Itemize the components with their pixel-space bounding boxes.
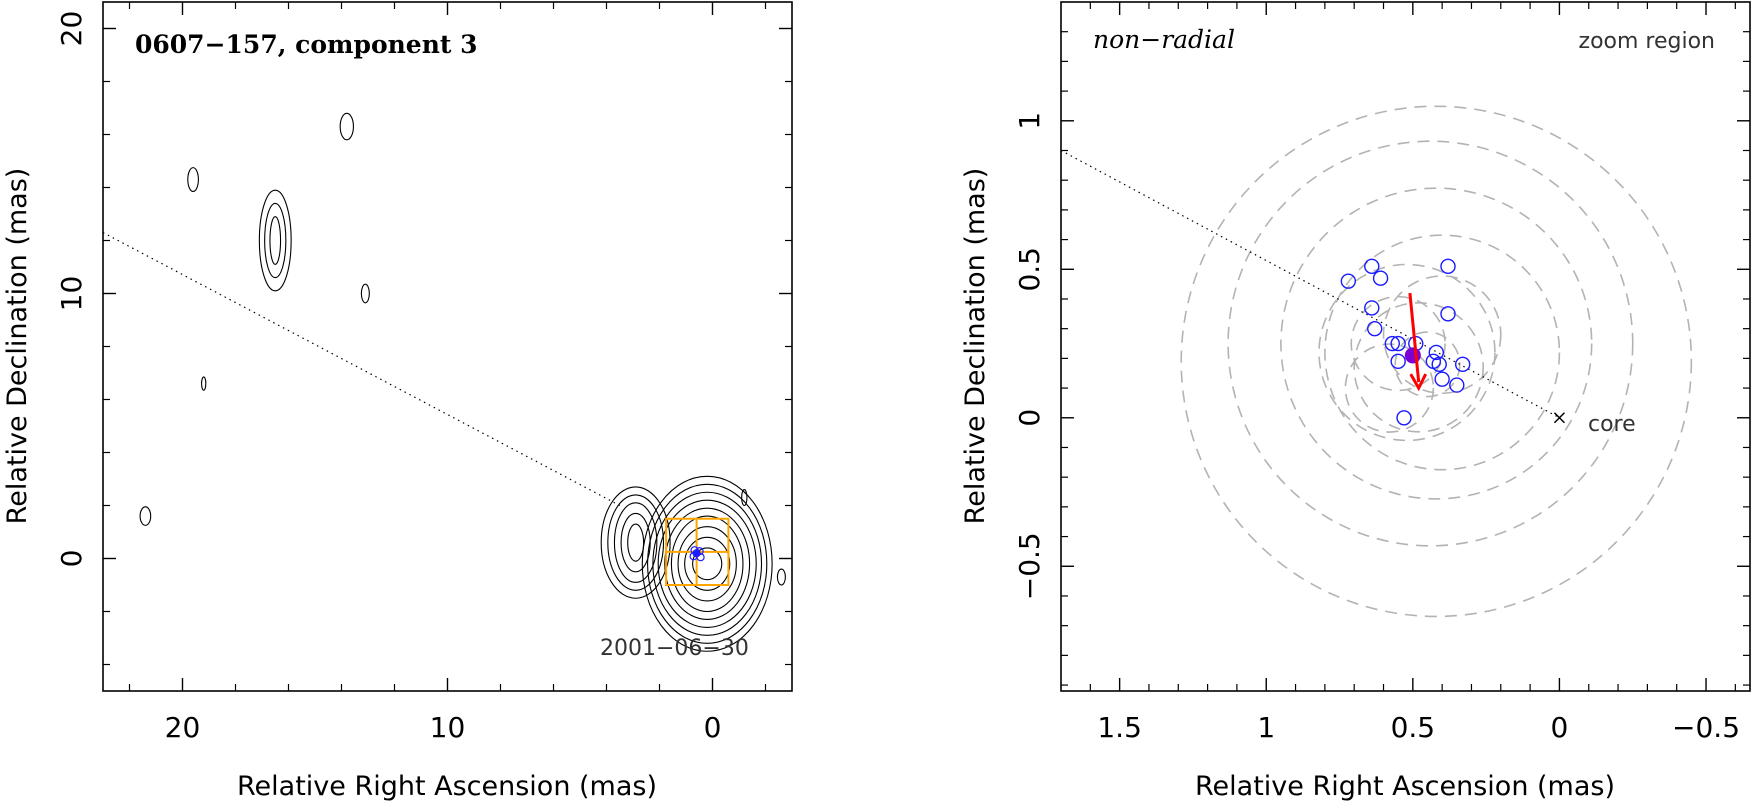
contour-level [776, 568, 786, 586]
mean-position [1404, 347, 1421, 364]
contour-level [652, 491, 763, 636]
position-point [1372, 270, 1389, 286]
position-point [1390, 335, 1406, 352]
uncertainty-circle [1353, 301, 1484, 433]
position-point [1440, 258, 1456, 275]
position-point [1396, 410, 1412, 426]
position-point [1449, 377, 1465, 393]
contour-level [620, 512, 651, 573]
contour-level [684, 536, 731, 591]
right-ytick-label: 1 [1013, 112, 1046, 130]
position-point [1364, 300, 1380, 316]
right-xtick-label: −0.5 [1672, 711, 1740, 744]
right-plot-frame [1060, 1, 1751, 692]
left-panel: 20 10 0 0 10 20 0607−157, component 3 2001−06… [2, 1, 793, 802]
left-ytick-label: 0 [55, 550, 88, 568]
contour-level [741, 489, 748, 507]
position-point [1440, 306, 1456, 322]
position-point [1384, 335, 1401, 352]
contour-level [600, 486, 671, 599]
right-xtick-label: 1 [1257, 711, 1275, 744]
right-xlabel: Relative Right Ascension (mas) [1195, 771, 1615, 802]
contour-level [647, 483, 768, 644]
component-mean [693, 550, 700, 557]
position-point [1454, 356, 1471, 373]
component-point [696, 553, 705, 562]
contour-level [670, 515, 744, 613]
left-ytick-label: 10 [55, 276, 88, 312]
right-ticks: 1.5 1 0.5 0 −0.5 −0.5 0 0.5 1 [1013, 2, 1750, 744]
left-title: 0607−157, component 3 [135, 30, 478, 59]
uncertainty-circle [1280, 187, 1593, 500]
zoom-region-label: zoom region [1579, 29, 1715, 54]
contour-level [187, 167, 199, 193]
left-xtick-label: 0 [704, 711, 722, 744]
position-point [1428, 344, 1444, 361]
left-ticks: 20 10 0 0 10 20 [55, 2, 792, 744]
right-ytick-label: 0 [1013, 409, 1046, 427]
right-ytick-label: −0.5 [1013, 532, 1046, 600]
right-ytick-label: 0.5 [1013, 247, 1046, 292]
contour-level [360, 283, 370, 304]
epoch-label: 2001−06−30 [600, 636, 749, 661]
position-point [1340, 273, 1357, 289]
left-xlabel: Relative Right Ascension (mas) [237, 771, 657, 802]
contour-level [613, 502, 658, 583]
left-xtick-label: 10 [430, 711, 466, 744]
velocity-arrow [1408, 292, 1421, 383]
contour-map [102, 112, 786, 652]
right-title: non−radial [1093, 25, 1235, 54]
position-point [1390, 353, 1406, 370]
right-xtick-label: 1.5 [1097, 711, 1142, 744]
core-label: core [1588, 412, 1636, 437]
uncertainty-circle [1180, 105, 1693, 618]
jet-direction-line [1061, 149, 1560, 419]
right-panel: 1.5 1 0.5 0 −0.5 −0.5 0 0.5 1 non−radial zoom re… [960, 1, 1751, 802]
position-point [1364, 258, 1380, 275]
contour-level [264, 202, 287, 279]
left-xtick-label: 20 [165, 711, 201, 744]
left-ylabel: Relative Declination (mas) [2, 168, 33, 525]
position-point [1434, 371, 1450, 387]
jet-direction-line [102, 232, 621, 507]
zoom-plot-content [1061, 105, 1693, 618]
position-point [1367, 320, 1383, 337]
uncertainty-circle [1227, 140, 1634, 547]
contour-level [201, 376, 207, 391]
right-xtick-label: 0 [1551, 711, 1569, 744]
contour-level [139, 506, 152, 526]
right-ylabel: Relative Declination (mas) [960, 168, 991, 525]
core-marker [1553, 412, 1565, 424]
contour-level [657, 499, 757, 628]
contour-level [692, 547, 723, 581]
left-ytick-label: 20 [55, 11, 88, 47]
uncertainty-circle [1344, 343, 1435, 433]
contour-level [677, 526, 737, 602]
uncertainty-circle [1324, 234, 1561, 471]
contour-level [269, 216, 282, 265]
velocity-arrow-head [1409, 373, 1428, 392]
contour-level [258, 189, 292, 292]
contour-level [339, 112, 354, 141]
right-xtick-label: 0.5 [1391, 711, 1436, 744]
contour-level [641, 475, 773, 652]
contour-level [664, 507, 751, 620]
uncertainty-circle [1350, 295, 1446, 392]
contour-level [607, 494, 665, 591]
position-point [1431, 356, 1447, 373]
zoom-clipped [1061, 105, 1693, 618]
uncertainty-circle [1318, 263, 1496, 442]
contour-level [627, 523, 645, 562]
uncertainty-circle [1382, 275, 1502, 395]
left-plot-frame [102, 1, 793, 692]
